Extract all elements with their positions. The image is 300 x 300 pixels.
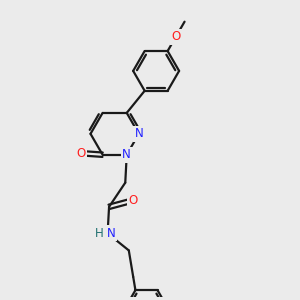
Text: N: N	[122, 148, 131, 161]
Text: O: O	[171, 31, 180, 44]
Text: H: H	[95, 227, 104, 240]
Text: N: N	[107, 227, 116, 240]
Text: N: N	[134, 127, 143, 140]
Text: O: O	[129, 194, 138, 207]
Text: O: O	[77, 147, 86, 160]
